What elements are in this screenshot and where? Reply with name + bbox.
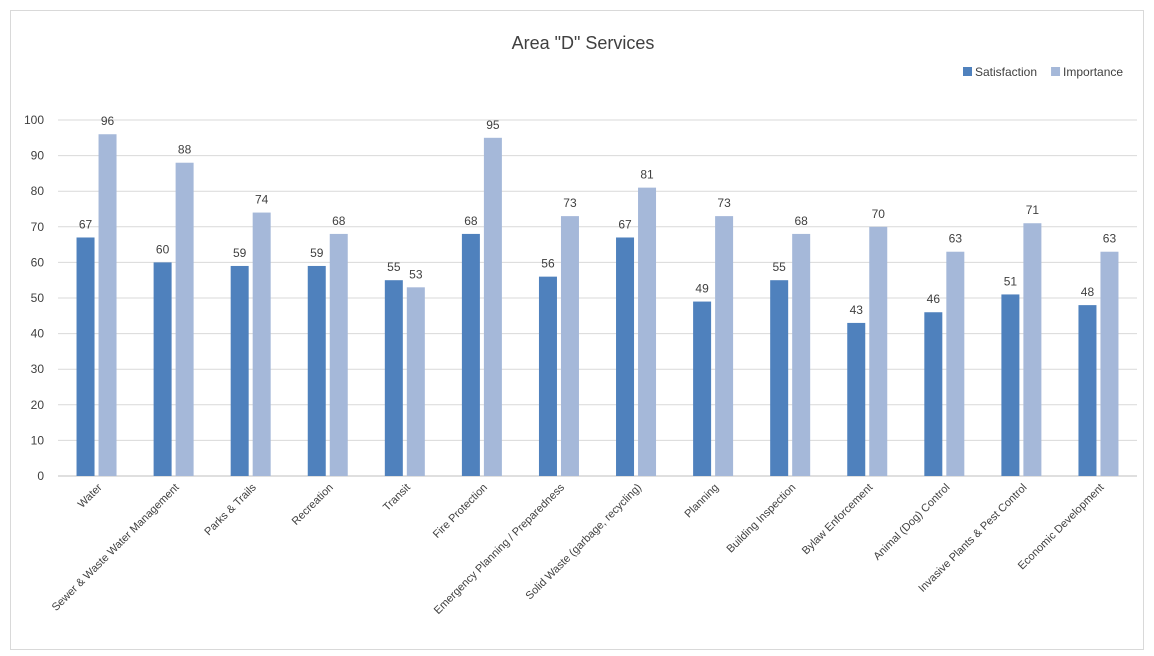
bar-importance bbox=[1100, 251, 1119, 476]
x-category-label: Bylaw Enforcement bbox=[800, 482, 875, 557]
data-label: 59 bbox=[310, 246, 324, 260]
bar-satisfaction bbox=[230, 265, 249, 476]
bar-satisfaction bbox=[76, 237, 95, 476]
bar-importance bbox=[98, 134, 117, 477]
bar-satisfaction bbox=[847, 322, 866, 476]
bar-importance bbox=[715, 216, 734, 476]
data-label: 73 bbox=[563, 196, 577, 210]
bar-satisfaction bbox=[924, 312, 943, 476]
data-label: 49 bbox=[695, 282, 709, 296]
bar-satisfaction bbox=[1001, 294, 1020, 476]
data-label: 59 bbox=[233, 246, 247, 260]
bar-importance bbox=[946, 251, 965, 476]
y-tick-label: 10 bbox=[31, 433, 45, 447]
x-category-label: Building Inspection bbox=[725, 482, 799, 556]
bar-satisfaction bbox=[616, 237, 635, 476]
y-tick-label: 30 bbox=[31, 362, 45, 376]
data-label: 55 bbox=[772, 260, 786, 274]
y-tick-label: 90 bbox=[31, 149, 45, 163]
bar-importance bbox=[792, 233, 811, 476]
data-label: 55 bbox=[387, 260, 401, 274]
data-label: 53 bbox=[409, 267, 423, 281]
bar-satisfaction bbox=[538, 276, 557, 476]
data-label: 56 bbox=[541, 257, 555, 271]
x-category-label: Sewer & Waste Water Management bbox=[50, 482, 182, 614]
bar-importance bbox=[638, 187, 657, 476]
bar-satisfaction bbox=[693, 301, 712, 476]
x-category-label: Fire Protection bbox=[431, 482, 490, 541]
data-label: 68 bbox=[794, 214, 808, 228]
y-tick-label: 80 bbox=[31, 184, 45, 198]
bar-importance bbox=[560, 216, 579, 476]
data-label: 67 bbox=[618, 217, 632, 231]
x-category-label: Economic Development bbox=[1016, 482, 1107, 573]
legend-label-satisfaction: Satisfaction bbox=[975, 65, 1037, 79]
y-tick-label: 40 bbox=[31, 327, 45, 341]
bar-importance bbox=[406, 287, 425, 476]
bars bbox=[76, 134, 1119, 477]
x-category-label: Animal (Dog) Control bbox=[871, 482, 952, 563]
bar-satisfaction bbox=[770, 280, 789, 476]
bar-importance bbox=[252, 212, 271, 476]
data-label: 63 bbox=[949, 232, 963, 246]
y-tick-label: 50 bbox=[31, 291, 45, 305]
x-category-label: Water bbox=[76, 481, 105, 510]
bar-importance bbox=[869, 226, 888, 476]
bar-importance bbox=[1023, 223, 1042, 476]
data-label: 73 bbox=[717, 196, 731, 210]
y-tick-label: 20 bbox=[31, 398, 45, 412]
x-category-label: Parks & Trails bbox=[202, 481, 259, 538]
data-label: 48 bbox=[1081, 285, 1095, 299]
data-label: 68 bbox=[332, 214, 346, 228]
data-label: 71 bbox=[1026, 203, 1040, 217]
data-label: 81 bbox=[640, 168, 654, 182]
bar-satisfaction bbox=[307, 265, 326, 476]
bar-satisfaction bbox=[153, 262, 172, 476]
bar-importance bbox=[329, 233, 348, 476]
data-label: 95 bbox=[486, 118, 500, 132]
data-label: 74 bbox=[255, 193, 269, 207]
bar-satisfaction bbox=[384, 280, 403, 476]
data-label: 51 bbox=[1004, 274, 1018, 288]
x-category-label: Emergency Planning / Preparedness bbox=[432, 481, 568, 617]
bar-satisfaction bbox=[461, 233, 480, 476]
data-label: 68 bbox=[464, 214, 478, 228]
y-tick-label: 0 bbox=[37, 469, 44, 483]
gridlines bbox=[58, 119, 1137, 477]
data-label: 60 bbox=[156, 242, 170, 256]
legend: Satisfaction Importance bbox=[963, 65, 1123, 79]
bar-importance bbox=[483, 137, 502, 477]
x-category-label: Recreation bbox=[290, 482, 336, 528]
legend-swatch-satisfaction bbox=[963, 67, 972, 76]
data-label: 70 bbox=[872, 207, 886, 221]
data-label: 96 bbox=[101, 114, 115, 128]
legend-swatch-importance bbox=[1051, 67, 1061, 76]
y-tick-label: 70 bbox=[31, 220, 45, 234]
data-label: 43 bbox=[850, 303, 864, 317]
data-label: 67 bbox=[79, 217, 93, 231]
bar-satisfaction bbox=[1078, 305, 1097, 476]
x-category-label: Planning bbox=[682, 482, 721, 521]
data-label: 88 bbox=[178, 143, 192, 157]
x-category-label: Transit bbox=[381, 482, 413, 514]
bar-importance bbox=[175, 162, 194, 476]
legend-label-importance: Importance bbox=[1063, 65, 1123, 79]
data-label: 46 bbox=[927, 292, 941, 306]
data-label: 63 bbox=[1103, 232, 1117, 246]
y-tick-label: 60 bbox=[31, 255, 45, 269]
y-tick-label: 100 bbox=[24, 113, 44, 127]
chart-title: Area "D" Services bbox=[512, 33, 655, 53]
